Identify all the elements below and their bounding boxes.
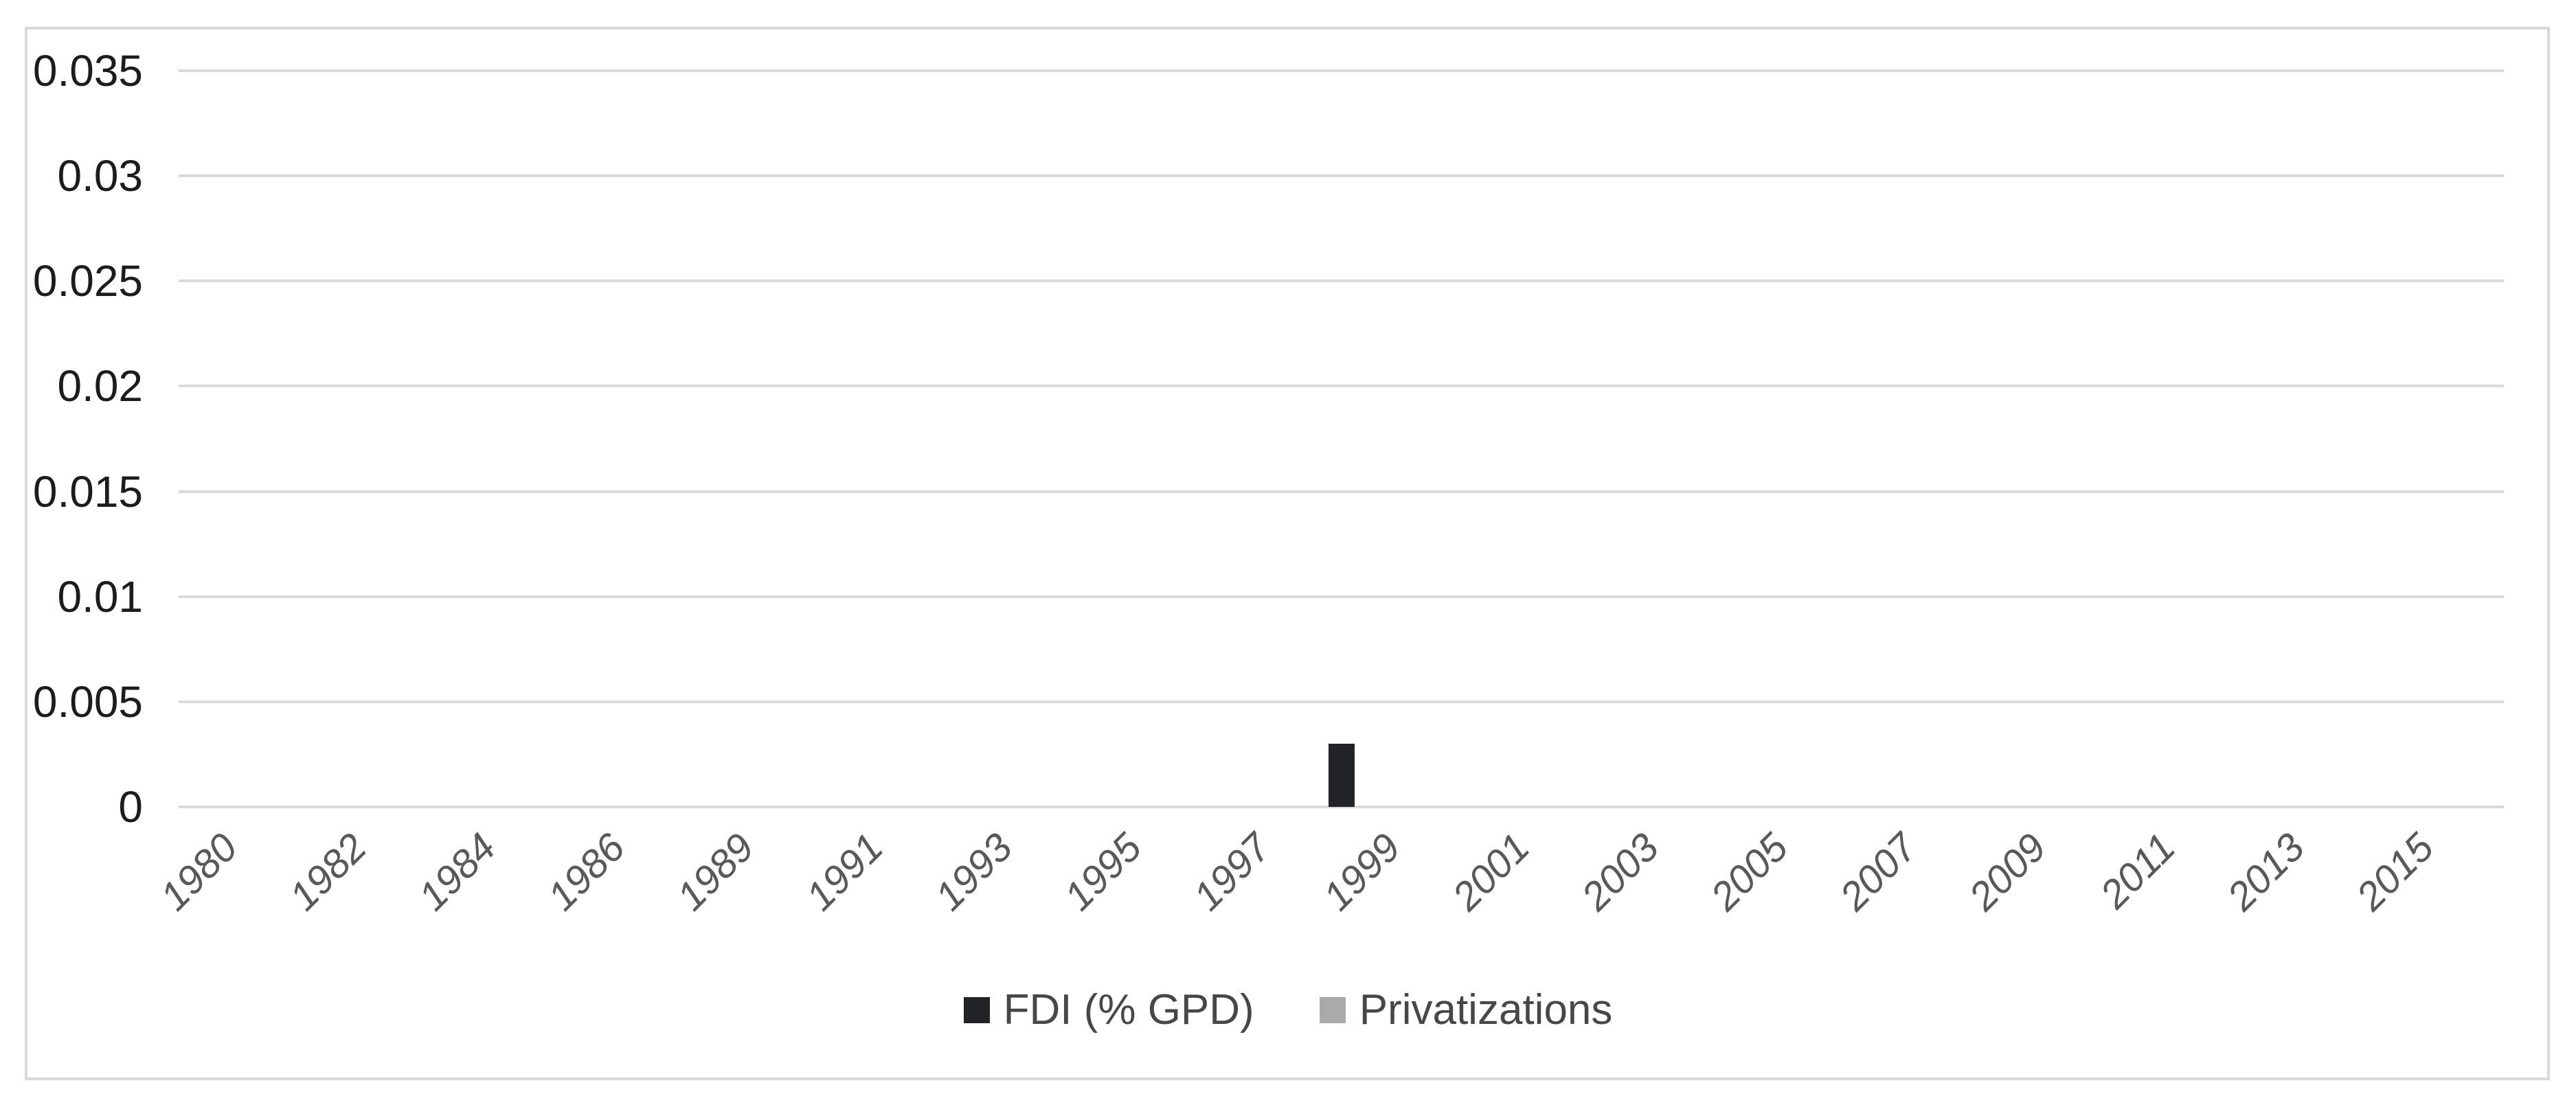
x-axis-tick-label-1999: 1999 [1314,825,1410,920]
y-axis-tick-label-0.035: 0.035 [32,46,143,95]
gridline-0.005 [179,700,2504,703]
y-axis-tick-label-0.03: 0.03 [57,151,143,201]
x-axis: 1980 1982 1984 1986 1989 1991 1993 1995 1997 1999… [152,806,2504,964]
y-axis-tick-label-0: 0 [118,782,143,832]
plot-area [179,69,2504,808]
y-axis: 0.035 0.03 0.025 0.02 0.015 0.01 0.005 0 [0,0,146,1107]
legend-item-fdi: FDI (% GPD) [963,986,1254,1034]
y-axis-tick-label-0.02: 0.02 [57,361,143,411]
x-axis-tick-label-2015: 2015 [2347,825,2443,920]
fdi-legend-label: FDI (% GPD) [1003,986,1254,1034]
gridline-0.025 [179,279,2504,282]
x-axis-tick-label-2003: 2003 [1572,825,1668,920]
gridline-0.035 [179,69,2504,72]
x-axis-tick-label-2005: 2005 [1702,825,1797,920]
bar-slot-1980 [179,71,2504,807]
y-axis-tick-label-0.005: 0.005 [32,677,143,727]
x-axis-tick-label-1986: 1986 [539,825,634,920]
x-axis-tick-label-1989: 1989 [668,825,763,920]
gridline-0 [179,806,2504,808]
gridline-0.02 [179,385,2504,387]
gridline-0.03 [179,174,2504,177]
x-axis-tick-label-1997: 1997 [1184,825,1280,920]
y-axis-tick-label-0.01: 0.01 [57,572,143,621]
x-axis-tick-label-2001: 2001 [1443,825,1539,920]
x-axis-tick-label-1991: 1991 [797,825,892,920]
privatizations-legend-swatch-icon [1319,997,1346,1023]
privatizations-legend-label: Privatizations [1359,986,1613,1034]
chart-outer-border [25,27,2550,1080]
gridline-0.01 [179,595,2504,598]
x-axis-tick-label-2007: 2007 [1831,825,1926,920]
fdi-legend-swatch-icon [963,997,990,1023]
bar-1980 [1328,744,1355,807]
legend: FDI (% GPD) Privatizations [0,988,2576,1033]
x-axis-tick-label-2009: 2009 [1960,825,2055,920]
x-axis-tick-label-1993: 1993 [926,825,1021,920]
bar-segment-fdi-1980 [1328,744,1355,807]
x-axis-tick-label-2011: 2011 [2091,825,2184,917]
legend-item-privatizations: Privatizations [1319,986,1613,1034]
gridline-0.015 [179,490,2504,493]
y-axis-tick-label-0.025: 0.025 [32,256,143,306]
bars-layer [179,71,2504,807]
x-axis-tick-label-1982: 1982 [280,825,376,920]
x-axis-tick-label-2013: 2013 [2218,825,2314,920]
x-axis-tick-label-1995: 1995 [1055,825,1151,920]
x-axis-tick-label-1984: 1984 [409,825,505,920]
y-axis-tick-label-0.015: 0.015 [32,467,143,516]
